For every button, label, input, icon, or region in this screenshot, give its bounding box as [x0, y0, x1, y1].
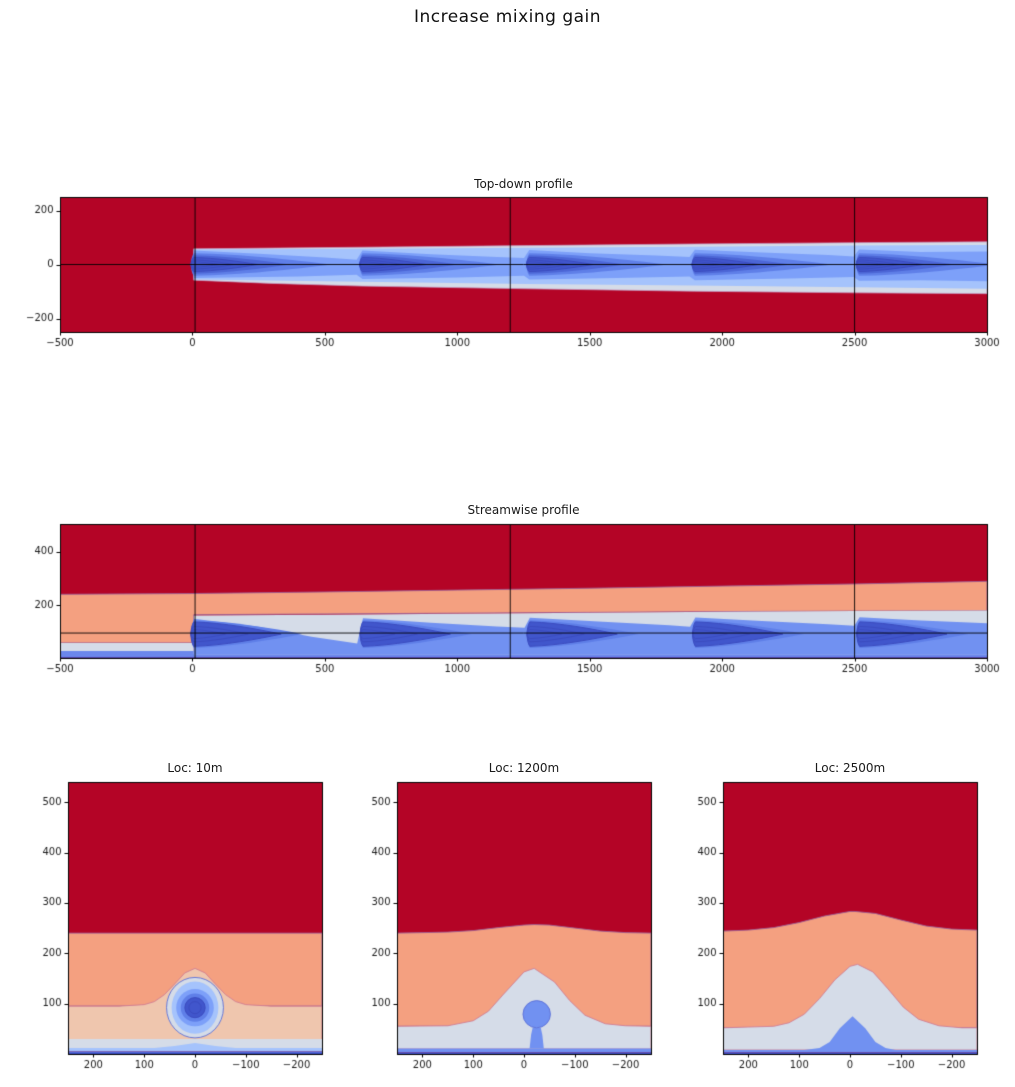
panel-title-streamwise: Streamwise profile	[467, 503, 580, 517]
panel-title-loc-10m: Loc: 10m	[167, 761, 223, 775]
figure-suptitle: Increase mixing gain	[413, 7, 602, 27]
panel-title-loc-1200m: Loc: 1200m	[488, 761, 560, 775]
panel-title-loc-2500m: Loc: 2500m	[814, 761, 886, 775]
panel-title-top-down: Top-down profile	[474, 177, 573, 191]
